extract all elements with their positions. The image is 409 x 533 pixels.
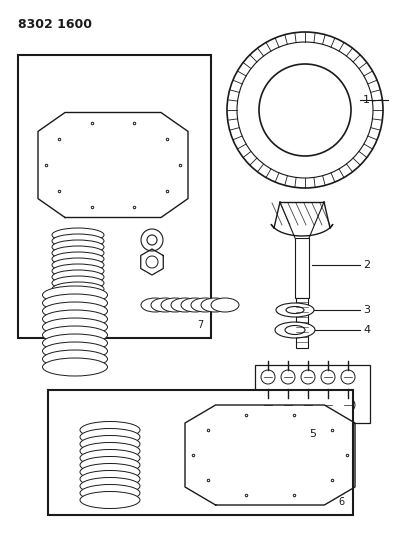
Ellipse shape	[274, 322, 314, 338]
Ellipse shape	[52, 270, 104, 284]
Ellipse shape	[151, 298, 179, 312]
Ellipse shape	[80, 484, 139, 502]
Ellipse shape	[80, 471, 139, 488]
Ellipse shape	[43, 326, 107, 344]
Ellipse shape	[80, 478, 139, 495]
Ellipse shape	[141, 298, 169, 312]
Ellipse shape	[80, 435, 139, 453]
Ellipse shape	[43, 302, 107, 320]
Ellipse shape	[161, 298, 189, 312]
Ellipse shape	[52, 258, 104, 272]
Ellipse shape	[52, 300, 104, 314]
Text: 3: 3	[362, 305, 369, 315]
Ellipse shape	[191, 298, 218, 312]
Ellipse shape	[52, 276, 104, 290]
Circle shape	[300, 398, 314, 412]
Ellipse shape	[52, 294, 104, 308]
Bar	[254, 365, 369, 423]
Ellipse shape	[52, 264, 104, 278]
Ellipse shape	[211, 298, 238, 312]
Text: 7: 7	[196, 320, 202, 330]
Ellipse shape	[43, 334, 107, 352]
Bar	[294, 238, 308, 298]
Ellipse shape	[43, 318, 107, 336]
Circle shape	[258, 64, 350, 156]
Circle shape	[227, 32, 382, 188]
Ellipse shape	[52, 282, 104, 296]
Text: 6: 6	[338, 497, 344, 507]
Ellipse shape	[52, 306, 104, 320]
Circle shape	[261, 370, 274, 384]
Ellipse shape	[52, 240, 104, 254]
Ellipse shape	[80, 464, 139, 481]
Text: 8302 1600: 8302 1600	[18, 18, 92, 31]
Ellipse shape	[43, 358, 107, 376]
Ellipse shape	[52, 234, 104, 248]
Ellipse shape	[80, 422, 139, 439]
Ellipse shape	[52, 288, 104, 302]
Bar	[295, 298, 307, 348]
Ellipse shape	[284, 326, 304, 335]
Ellipse shape	[43, 294, 107, 312]
Circle shape	[320, 370, 334, 384]
Text: 5: 5	[308, 429, 315, 439]
Circle shape	[280, 398, 294, 412]
Ellipse shape	[43, 342, 107, 360]
Ellipse shape	[80, 456, 139, 473]
Bar	[18, 55, 211, 338]
Circle shape	[340, 398, 354, 412]
Circle shape	[146, 256, 157, 268]
Ellipse shape	[52, 228, 104, 242]
Ellipse shape	[43, 286, 107, 304]
Ellipse shape	[52, 252, 104, 266]
Ellipse shape	[200, 298, 229, 312]
Circle shape	[280, 370, 294, 384]
Ellipse shape	[43, 310, 107, 328]
Ellipse shape	[80, 449, 139, 466]
Ellipse shape	[80, 429, 139, 446]
Ellipse shape	[80, 491, 139, 508]
Ellipse shape	[285, 306, 303, 313]
Bar	[48, 390, 352, 515]
Ellipse shape	[180, 298, 209, 312]
Text: 4: 4	[362, 325, 369, 335]
Circle shape	[147, 235, 157, 245]
Circle shape	[340, 370, 354, 384]
Text: 2: 2	[362, 260, 369, 270]
Polygon shape	[279, 202, 323, 238]
Ellipse shape	[171, 298, 198, 312]
Ellipse shape	[275, 303, 313, 317]
Text: 1: 1	[362, 95, 369, 105]
Circle shape	[141, 229, 163, 251]
Ellipse shape	[43, 350, 107, 368]
Ellipse shape	[52, 246, 104, 260]
Circle shape	[261, 398, 274, 412]
Circle shape	[320, 398, 334, 412]
Circle shape	[300, 370, 314, 384]
Ellipse shape	[80, 442, 139, 459]
